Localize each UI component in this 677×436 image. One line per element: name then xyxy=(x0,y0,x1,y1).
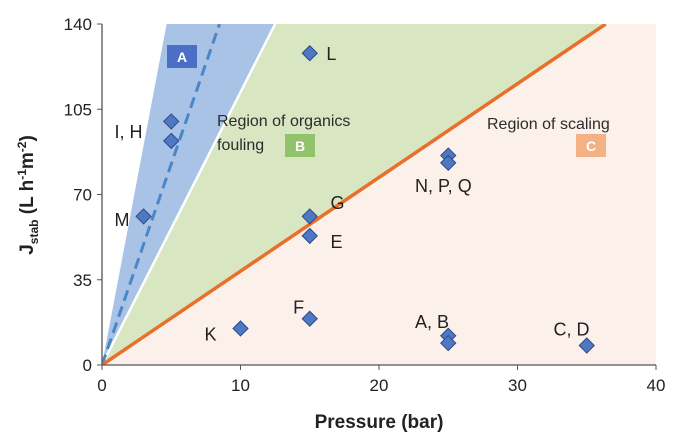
x-tick-label: 20 xyxy=(370,376,389,395)
y-tick-label: 35 xyxy=(73,271,92,290)
point-label: L xyxy=(326,44,336,64)
x-tick-label: 30 xyxy=(508,376,527,395)
x-axis-label: Pressure (bar) xyxy=(315,412,444,433)
y-tick-label: 70 xyxy=(73,186,92,205)
orange-boundary-line xyxy=(102,24,607,365)
point-label: I, H xyxy=(114,122,142,142)
y-axis-label-main: J xyxy=(17,244,38,255)
data-point xyxy=(578,337,595,354)
data-point xyxy=(301,310,318,327)
region-badge-c xyxy=(576,134,606,157)
region-badge-a xyxy=(167,45,197,68)
point-label: M xyxy=(114,210,129,230)
y-axis-label: Jstab (L h-1m-2) xyxy=(15,135,41,255)
region-badge-text: A xyxy=(177,49,187,65)
y-axis-label-sup2: -2 xyxy=(15,141,29,152)
data-point xyxy=(440,334,457,352)
y-axis-label-rest: (L h xyxy=(17,180,38,220)
point-label: C, D xyxy=(554,319,590,339)
y-axis-label-end: ) xyxy=(17,135,38,141)
y-tick-label: 0 xyxy=(83,356,92,375)
point-label: N, P, Q xyxy=(415,176,472,196)
region-c-label: Region of scaling xyxy=(487,116,610,133)
x-tick-label: 0 xyxy=(97,376,106,395)
region-badge-b xyxy=(285,134,315,157)
region-badge-text: C xyxy=(586,138,596,154)
x-tick-label: 10 xyxy=(231,376,250,395)
y-axis-label-sup1: -1 xyxy=(15,169,29,180)
region-b-label-line2: fouling xyxy=(217,137,264,154)
y-axis-label-mid: m xyxy=(17,152,38,169)
point-label: G xyxy=(331,193,345,213)
data-point xyxy=(163,113,180,130)
y-axis-label-sub: stab xyxy=(27,220,41,245)
point-label: E xyxy=(331,232,343,252)
point-label: F xyxy=(293,298,304,318)
region-badge-text: B xyxy=(295,138,305,154)
data-point xyxy=(135,208,152,225)
data-point xyxy=(301,45,318,62)
steep-white-line xyxy=(102,24,277,365)
point-label: A, B xyxy=(415,312,449,332)
data-point xyxy=(301,208,318,225)
steep-dashed-line xyxy=(102,24,221,365)
data-point xyxy=(440,154,457,172)
data-point xyxy=(232,320,249,337)
data-point xyxy=(301,227,318,245)
y-tick-label: 140 xyxy=(64,15,92,34)
y-tick-label: 105 xyxy=(64,100,92,119)
data-point xyxy=(163,132,180,150)
region-b-label-line1: Region of organics xyxy=(217,113,350,130)
point-label: K xyxy=(204,324,216,344)
x-tick-label: 40 xyxy=(647,376,666,395)
region-c-fill xyxy=(102,24,656,365)
